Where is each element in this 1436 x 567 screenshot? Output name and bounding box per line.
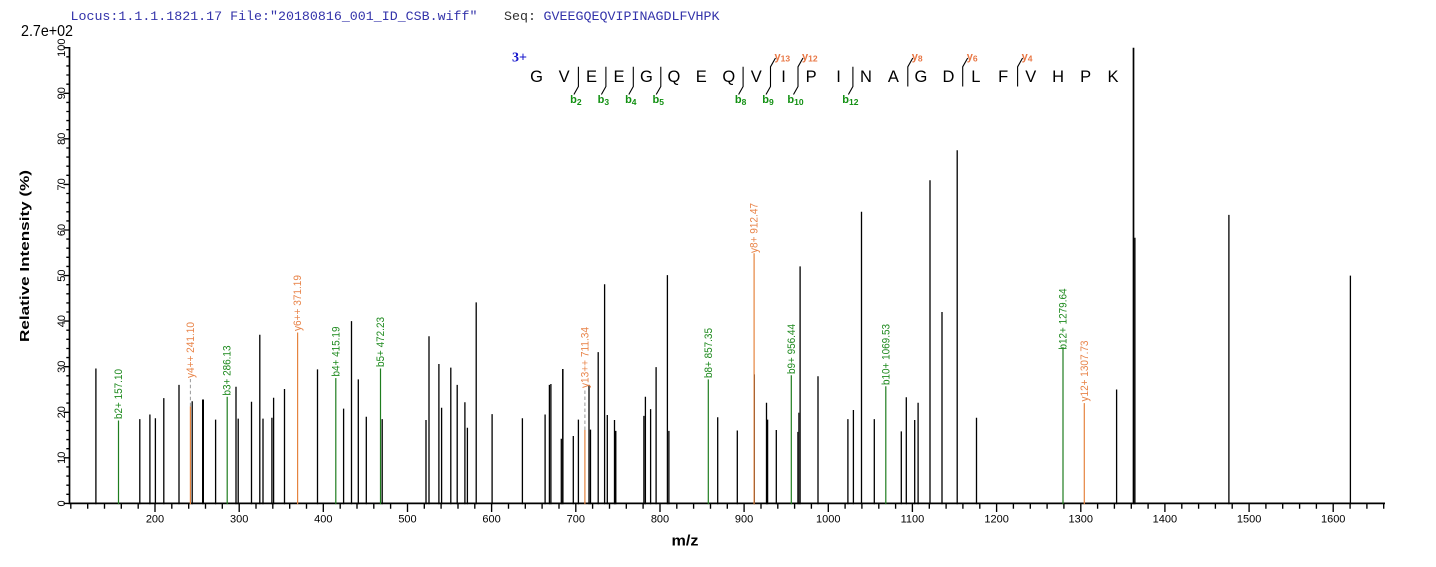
svg-text:3+: 3+ <box>512 51 527 66</box>
svg-text:40: 40 <box>56 315 68 327</box>
svg-text:300: 300 <box>230 514 248 526</box>
svg-text:N: N <box>860 68 872 86</box>
svg-text:D: D <box>942 68 954 86</box>
svg-text:800: 800 <box>651 514 669 526</box>
svg-text:30: 30 <box>56 361 68 373</box>
svg-text:b10: b10 <box>787 94 803 107</box>
svg-text:K: K <box>1107 68 1118 86</box>
svg-text:600: 600 <box>482 514 500 526</box>
svg-text:1500: 1500 <box>1237 514 1261 526</box>
svg-text:20: 20 <box>56 406 68 418</box>
svg-text:b10+ 1069.53: b10+ 1069.53 <box>880 324 892 385</box>
svg-text:Q: Q <box>667 68 680 86</box>
svg-text:b8+ 857.35: b8+ 857.35 <box>703 328 715 378</box>
svg-text:F: F <box>998 68 1008 86</box>
svg-text:b9: b9 <box>762 94 774 107</box>
svg-text:500: 500 <box>398 514 416 526</box>
svg-text:y13++ 711.34: y13++ 711.34 <box>579 327 591 388</box>
svg-text:90: 90 <box>56 87 68 99</box>
svg-text:80: 80 <box>56 133 68 145</box>
svg-text:H: H <box>1052 68 1064 86</box>
svg-text:900: 900 <box>735 514 753 526</box>
svg-text:400: 400 <box>314 514 332 526</box>
svg-text:I: I <box>781 68 786 86</box>
svg-text:Seq:: Seq: <box>504 9 536 24</box>
svg-text:V: V <box>1025 68 1036 86</box>
svg-text:700: 700 <box>567 514 585 526</box>
svg-text:y8+ 912.47: y8+ 912.47 <box>749 203 761 253</box>
svg-text:10: 10 <box>56 452 68 464</box>
svg-text:V: V <box>559 68 570 86</box>
svg-text:b4: b4 <box>625 94 637 107</box>
svg-text:m/z: m/z <box>672 533 699 550</box>
svg-text:b2: b2 <box>570 94 582 107</box>
svg-text:y12: y12 <box>802 51 818 64</box>
svg-text:1600: 1600 <box>1321 514 1345 526</box>
svg-text:200: 200 <box>146 514 164 526</box>
svg-text:b3: b3 <box>598 94 610 107</box>
svg-text:V: V <box>751 68 762 86</box>
svg-text:1000: 1000 <box>816 514 840 526</box>
svg-text:y4++ 241.10: y4++ 241.10 <box>185 322 197 378</box>
svg-text:b12+ 1279.64: b12+ 1279.64 <box>1058 289 1070 350</box>
svg-text:I: I <box>836 68 841 86</box>
svg-text:b2+ 157.10: b2+ 157.10 <box>113 369 125 419</box>
svg-text:G: G <box>914 68 927 86</box>
svg-text:100: 100 <box>56 39 68 57</box>
svg-text:1200: 1200 <box>984 514 1008 526</box>
svg-text:P: P <box>806 68 817 86</box>
svg-text:Q: Q <box>722 68 735 86</box>
svg-text:50: 50 <box>56 269 68 281</box>
svg-text:60: 60 <box>56 224 68 236</box>
svg-text:b3+ 286.13: b3+ 286.13 <box>222 346 234 396</box>
svg-text:G: G <box>640 68 653 86</box>
svg-text:1400: 1400 <box>1153 514 1177 526</box>
svg-text:2.7e+02: 2.7e+02 <box>21 23 73 40</box>
svg-text:0: 0 <box>56 500 68 506</box>
svg-text:P: P <box>1080 68 1091 86</box>
svg-text:GVEEGQEQVIPINAGDLFVHPK: GVEEGQEQVIPINAGDLFVHPK <box>544 9 720 24</box>
svg-text:b8: b8 <box>735 94 747 107</box>
svg-text:Locus:1.1.1.1821.17 File:"2018: Locus:1.1.1.1821.17 File:"20180816_001_I… <box>71 9 478 24</box>
svg-text:E: E <box>613 68 624 86</box>
svg-text:b12: b12 <box>842 94 858 107</box>
svg-text:E: E <box>696 68 707 86</box>
svg-text:y8: y8 <box>912 51 923 64</box>
svg-text:1300: 1300 <box>1069 514 1093 526</box>
svg-text:G: G <box>530 68 543 86</box>
svg-text:b9+ 956.44: b9+ 956.44 <box>786 324 798 374</box>
svg-text:b4+ 415.19: b4+ 415.19 <box>330 327 342 377</box>
svg-text:E: E <box>586 68 597 86</box>
svg-text:A: A <box>888 68 899 86</box>
svg-text:y4: y4 <box>1022 51 1033 64</box>
svg-text:70: 70 <box>56 178 68 190</box>
svg-text:b5+ 472.23: b5+ 472.23 <box>375 317 387 367</box>
svg-text:y12+ 1307.73: y12+ 1307.73 <box>1079 341 1091 402</box>
svg-text:y6: y6 <box>967 51 978 64</box>
svg-text:y13: y13 <box>775 51 791 64</box>
svg-text:1100: 1100 <box>901 514 925 526</box>
svg-text:Relative Intensity (%): Relative Intensity (%) <box>17 170 32 342</box>
svg-text:b5: b5 <box>652 94 664 107</box>
svg-text:L: L <box>971 68 980 86</box>
svg-text:y6++ 371.19: y6++ 371.19 <box>292 275 304 331</box>
